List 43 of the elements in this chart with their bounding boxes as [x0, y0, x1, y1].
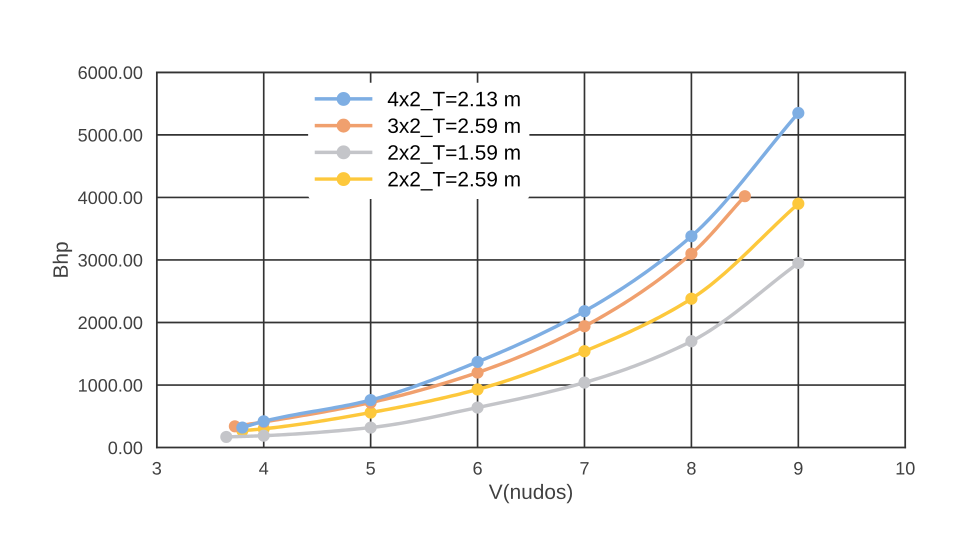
legend-label: 4x2_T=2.13 m — [388, 92, 520, 110]
point — [738, 190, 751, 202]
point — [792, 106, 804, 120]
point — [578, 345, 591, 358]
point — [685, 335, 698, 348]
point — [364, 394, 377, 406]
point — [578, 320, 591, 332]
y-tick-label: 5000.00 — [78, 128, 142, 142]
point — [258, 430, 270, 442]
x-tick-label: 7 — [580, 462, 589, 475]
x-tick-label: 9 — [794, 462, 802, 475]
point — [471, 383, 484, 396]
y-tick-label: 1000.00 — [79, 378, 142, 392]
point — [220, 430, 232, 444]
point — [685, 292, 698, 305]
y-axis-title: Bhp — [52, 242, 72, 277]
point — [471, 356, 484, 368]
point — [471, 366, 484, 379]
legend-label: 2x2_T=1.59 m — [388, 145, 520, 164]
point — [471, 401, 484, 414]
x-tick-label: 10 — [896, 462, 915, 475]
x-tick-label: 6 — [473, 462, 482, 475]
point — [685, 230, 698, 242]
y-tick-label: 6000.00 — [78, 66, 142, 80]
point — [792, 257, 804, 270]
y-tick-label: 3000.00 — [78, 254, 142, 267]
y-tick-label: 0.00 — [108, 441, 142, 454]
point — [685, 248, 698, 260]
point — [578, 305, 591, 318]
y-tick-label: 4000.00 — [78, 191, 142, 204]
legend-label: 2x2_T=2.59 m — [388, 172, 520, 190]
point — [578, 376, 591, 389]
legend-label: 3x2_T=2.59 m — [388, 118, 520, 138]
point — [364, 406, 377, 419]
x-tick-label: 4 — [259, 462, 268, 475]
point — [364, 421, 377, 434]
point — [792, 198, 804, 210]
x-tick-label: 5 — [366, 462, 375, 475]
x-axis-title: V(nudos) — [488, 484, 572, 504]
x-tick-label: 8 — [687, 462, 696, 475]
point — [236, 421, 248, 434]
y-tick-label: 2000.00 — [78, 316, 142, 330]
x-tick-label: 3 — [152, 462, 162, 475]
